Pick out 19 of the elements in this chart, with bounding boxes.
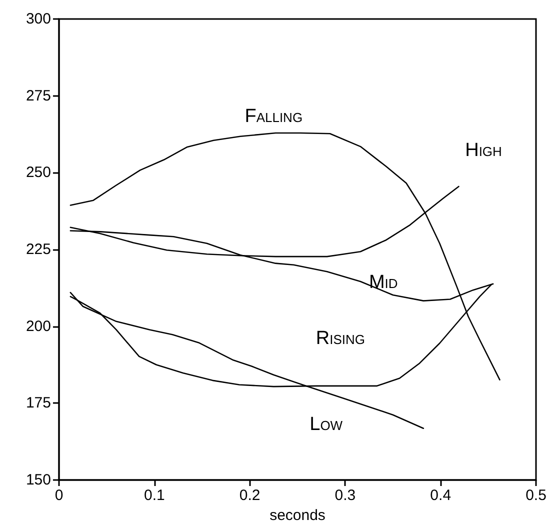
y-tick-label: 200 bbox=[26, 318, 51, 335]
x-tick-label: 0 bbox=[54, 487, 64, 504]
y-tick-label: 150 bbox=[26, 472, 51, 488]
series-label: Falling bbox=[244, 106, 303, 128]
series-label: High bbox=[465, 140, 502, 162]
y-tick-label: 275 bbox=[26, 87, 51, 104]
series-label: Rising bbox=[316, 328, 365, 350]
x-tick-label: 0.4 bbox=[430, 487, 452, 504]
x-tick-label: 0.5 bbox=[526, 487, 546, 504]
x-tick-label: 0.1 bbox=[144, 487, 165, 504]
series-label: Low bbox=[310, 414, 343, 436]
series-label: Mid bbox=[368, 272, 398, 294]
x-tick-label: 0.3 bbox=[334, 487, 356, 504]
y-tick-label: 300 bbox=[26, 10, 51, 28]
y-tick-label: 175 bbox=[26, 394, 51, 412]
y-tick-label: 225 bbox=[26, 241, 51, 258]
x-axis-title: seconds bbox=[270, 507, 326, 524]
x-tick-label: 0.2 bbox=[239, 487, 260, 504]
y-tick-label: 250 bbox=[26, 164, 51, 182]
